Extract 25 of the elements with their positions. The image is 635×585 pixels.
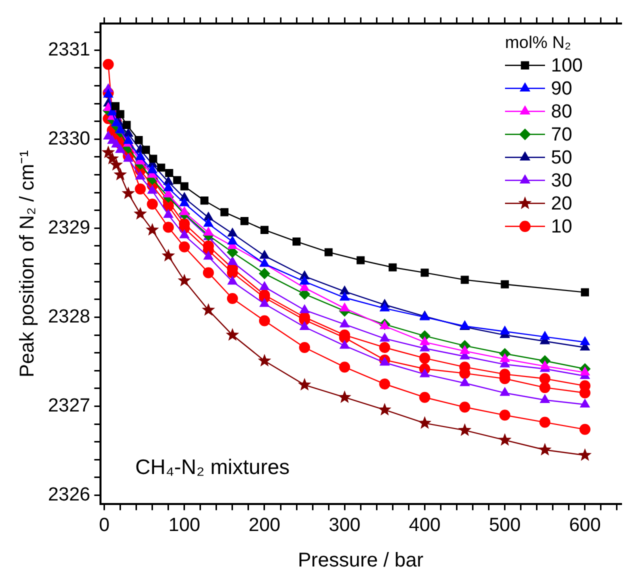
x-tick-label: 300 [328,514,360,536]
legend-label: 70 [551,124,572,146]
y-tick-label: 2330 [48,128,90,150]
y-tick-label: 2327 [48,395,90,416]
x-tick-label: 200 [248,514,280,536]
x-axis-title: Pressure / bar [298,550,424,572]
y-tick-label: 2331 [48,39,90,60]
legend-label: 90 [551,78,572,100]
y-tick-label: 2326 [48,484,90,506]
y-tick-label: 2329 [48,217,90,238]
x-tick-label: 400 [408,514,441,536]
x-tick-label: 100 [168,514,200,536]
legend-label: 80 [551,102,572,123]
legend-label: 10 [551,216,572,238]
legend-label: 50 [551,148,572,169]
legend-title: mol% N₂ [505,33,572,52]
annotation: CH₄-N₂ mixtures [135,456,290,480]
legend-label: 100 [551,56,583,77]
y-axis-title: Peak position of N₂ / cm⁻¹ [16,150,39,378]
y-tick-label: 2328 [48,306,90,328]
x-tick-label: 600 [569,514,601,536]
x-tick-label: 500 [488,514,521,536]
legend-label: 20 [551,194,572,215]
x-tick-label: 0 [98,514,110,536]
legend-label: 30 [551,170,572,192]
